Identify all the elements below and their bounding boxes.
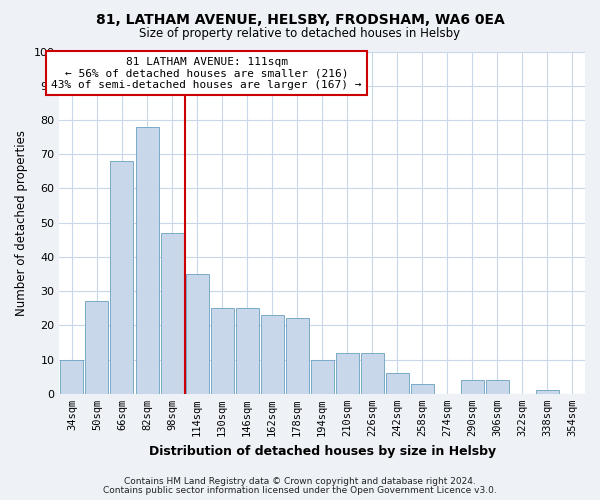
- Bar: [211, 308, 233, 394]
- Bar: [236, 308, 259, 394]
- Text: 81 LATHAM AVENUE: 111sqm
← 56% of detached houses are smaller (216)
43% of semi-: 81 LATHAM AVENUE: 111sqm ← 56% of detach…: [52, 56, 362, 90]
- Bar: [486, 380, 509, 394]
- Bar: [536, 390, 559, 394]
- Bar: [85, 302, 109, 394]
- X-axis label: Distribution of detached houses by size in Helsby: Distribution of detached houses by size …: [149, 444, 496, 458]
- Text: Size of property relative to detached houses in Helsby: Size of property relative to detached ho…: [139, 28, 461, 40]
- Bar: [286, 318, 308, 394]
- Bar: [185, 274, 209, 394]
- Bar: [411, 384, 434, 394]
- Bar: [136, 127, 158, 394]
- Y-axis label: Number of detached properties: Number of detached properties: [15, 130, 28, 316]
- Text: Contains public sector information licensed under the Open Government Licence v3: Contains public sector information licen…: [103, 486, 497, 495]
- Text: Contains HM Land Registry data © Crown copyright and database right 2024.: Contains HM Land Registry data © Crown c…: [124, 477, 476, 486]
- Bar: [336, 352, 359, 394]
- Bar: [361, 352, 384, 394]
- Bar: [161, 233, 184, 394]
- Text: 81, LATHAM AVENUE, HELSBY, FRODSHAM, WA6 0EA: 81, LATHAM AVENUE, HELSBY, FRODSHAM, WA6…: [95, 12, 505, 26]
- Bar: [260, 315, 284, 394]
- Bar: [311, 360, 334, 394]
- Bar: [110, 161, 133, 394]
- Bar: [461, 380, 484, 394]
- Bar: [386, 374, 409, 394]
- Bar: [61, 360, 83, 394]
